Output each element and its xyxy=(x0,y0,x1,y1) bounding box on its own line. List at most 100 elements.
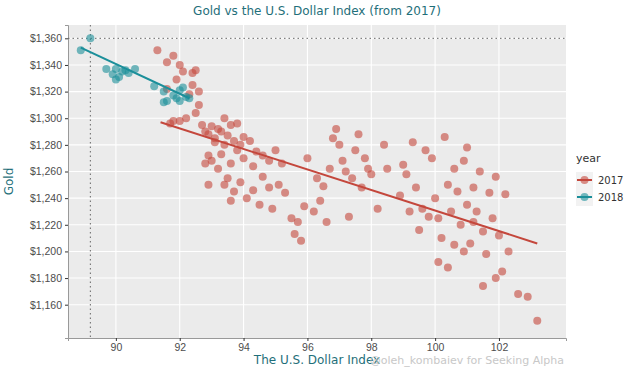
point xyxy=(361,154,369,162)
point xyxy=(233,120,241,128)
point xyxy=(441,133,449,141)
tick: $1,200 xyxy=(30,245,68,257)
tick-label: 100 xyxy=(427,341,445,353)
y-axis-title: Gold xyxy=(2,168,16,196)
point xyxy=(214,165,222,173)
point xyxy=(291,230,299,238)
point xyxy=(438,234,446,242)
point xyxy=(240,133,248,141)
grid-line xyxy=(68,304,566,305)
point xyxy=(176,97,184,105)
axis-line xyxy=(65,26,69,339)
point xyxy=(227,197,235,205)
grid-line xyxy=(68,64,566,65)
point xyxy=(204,181,212,189)
point xyxy=(230,187,238,195)
point xyxy=(335,141,343,149)
point xyxy=(476,168,484,176)
point xyxy=(489,214,497,222)
legend-key-bg xyxy=(576,172,593,189)
point xyxy=(380,141,388,149)
tick-label: $1,360 xyxy=(30,32,62,44)
point xyxy=(163,58,171,66)
point xyxy=(224,132,232,140)
tick-mark xyxy=(65,251,68,252)
grid-line xyxy=(498,25,499,338)
point xyxy=(220,114,228,122)
point xyxy=(492,173,500,181)
tick-label: $1,160 xyxy=(30,299,62,311)
tick: $1,340 xyxy=(30,59,68,71)
point xyxy=(415,226,423,234)
point xyxy=(402,170,410,178)
point xyxy=(431,194,439,202)
tick: 96 xyxy=(302,338,314,353)
point xyxy=(169,52,177,60)
point xyxy=(501,190,509,198)
point xyxy=(351,146,359,154)
point xyxy=(383,165,391,173)
point xyxy=(192,66,200,74)
point xyxy=(409,138,417,146)
point xyxy=(323,218,331,226)
point xyxy=(173,76,181,84)
point xyxy=(492,274,500,282)
point xyxy=(533,317,541,325)
tick: $1,180 xyxy=(30,272,68,284)
tick-label: $1,260 xyxy=(30,165,62,177)
point xyxy=(153,46,161,54)
point xyxy=(348,174,356,182)
point xyxy=(463,201,471,209)
grid-line xyxy=(68,278,566,279)
point xyxy=(450,241,458,249)
tick-label: 90 xyxy=(111,341,123,353)
chart: 9092949698100102$1,160$1,180$1,200$1,220… xyxy=(0,0,640,368)
tick: 98 xyxy=(366,338,378,353)
point xyxy=(281,189,289,197)
point xyxy=(77,46,85,54)
point xyxy=(204,152,212,160)
tick-label: $1,280 xyxy=(30,139,62,151)
point xyxy=(434,258,442,266)
tick-label: $1,180 xyxy=(30,272,62,284)
point xyxy=(412,183,420,191)
point xyxy=(505,247,513,255)
tick: $1,260 xyxy=(30,165,68,177)
tick-label: 92 xyxy=(174,341,186,353)
tick-mark xyxy=(65,172,68,173)
y-axis: $1,160 $1,180 $1,200 $1,220 $1,240 $1,260 $1,2… xyxy=(30,26,69,339)
point xyxy=(227,160,235,168)
point xyxy=(450,165,458,173)
grid-line xyxy=(435,25,436,338)
tick: $1,160 xyxy=(30,299,68,311)
grid-line xyxy=(68,38,566,39)
tick: 92 xyxy=(174,338,186,353)
point xyxy=(485,189,493,197)
point xyxy=(422,146,430,154)
legend-title: year xyxy=(576,152,601,165)
point xyxy=(514,290,522,298)
point xyxy=(236,178,244,186)
tick: $1,220 xyxy=(30,219,68,231)
tick: $1,240 xyxy=(30,192,68,204)
point xyxy=(399,161,407,169)
tick: $1,300 xyxy=(30,112,68,124)
watermark: @oleh_kombaiev for Seeking Alpha xyxy=(370,354,564,367)
tick-label: $1,220 xyxy=(30,219,62,231)
point xyxy=(86,34,94,42)
point xyxy=(179,68,187,76)
point xyxy=(425,213,433,221)
tick-label: 96 xyxy=(302,341,314,353)
point xyxy=(326,165,334,173)
point xyxy=(332,125,340,133)
tick-label: $1,340 xyxy=(30,59,62,71)
point xyxy=(434,214,442,222)
tick-mark xyxy=(65,198,68,199)
grid-line xyxy=(68,118,566,119)
point xyxy=(498,267,506,275)
point xyxy=(240,154,248,162)
grid-line xyxy=(371,25,372,338)
tick-mark xyxy=(65,225,68,226)
legend-marker xyxy=(581,193,589,201)
series-2018 xyxy=(77,34,194,106)
